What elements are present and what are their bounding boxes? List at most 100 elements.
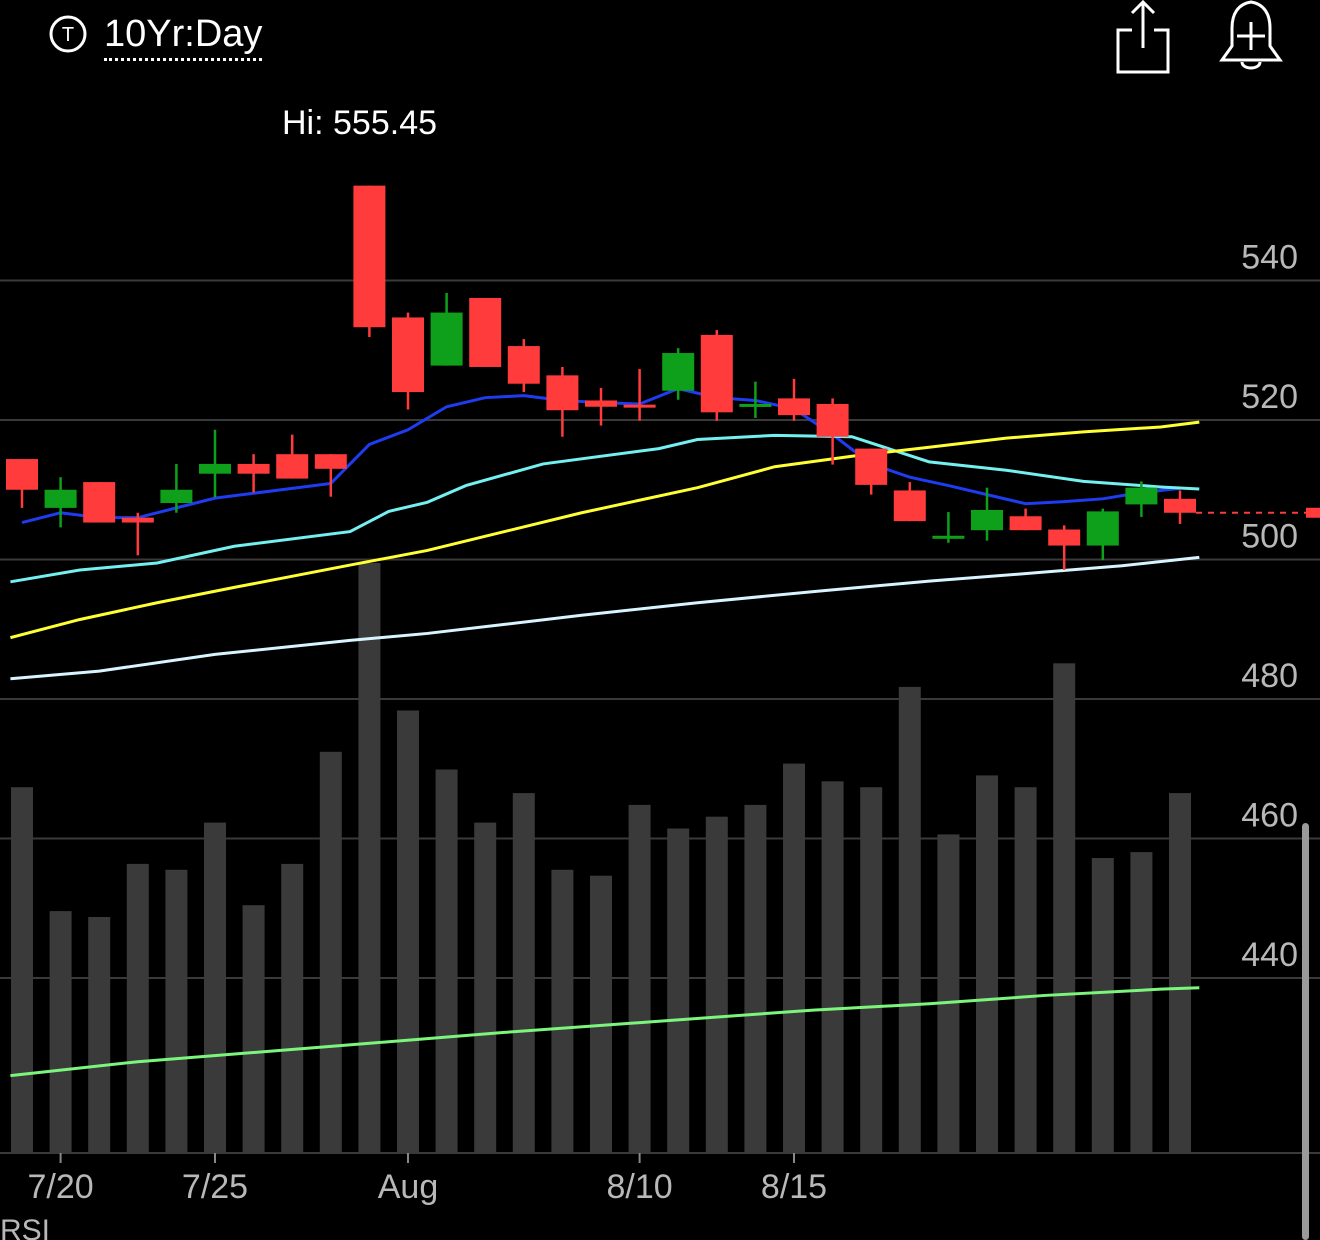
candle-body — [932, 535, 965, 539]
candle-body — [392, 317, 424, 393]
candle-body — [276, 454, 309, 479]
volume-bar — [1053, 663, 1076, 1153]
candle-body — [353, 185, 386, 328]
volume-bar — [1091, 858, 1114, 1153]
rsi-panel-label: RSI — [0, 1214, 50, 1240]
y-tick-label: 480 — [1241, 657, 1298, 695]
candle-body — [1125, 487, 1158, 505]
svg-text:T: T — [62, 24, 74, 46]
candle — [778, 378, 810, 421]
volume-bar — [474, 822, 497, 1153]
candle — [1125, 481, 1158, 517]
candle — [585, 387, 617, 426]
candle-body — [855, 448, 888, 485]
candle — [1048, 525, 1081, 570]
volume-bar — [898, 686, 921, 1153]
moving-average-cyan — [10, 433, 1200, 584]
candle — [700, 330, 733, 421]
high-price-prefix: Hi: — [282, 104, 324, 142]
volume-bar — [512, 793, 535, 1153]
chart-toolbar: T 10Yr:Day — [0, 0, 1320, 80]
candle-body — [469, 297, 502, 367]
candle — [507, 339, 540, 393]
volume-bar — [744, 804, 767, 1153]
volume-bar — [821, 781, 844, 1153]
volume-bar — [1130, 852, 1153, 1153]
x-tick-label: Aug — [378, 1168, 439, 1206]
candle — [392, 312, 424, 410]
candle-body — [160, 489, 193, 504]
y-tick-label: 540 — [1241, 239, 1298, 277]
last-price-marker — [1306, 507, 1320, 518]
y-tick-label: 460 — [1241, 797, 1298, 835]
candle — [237, 454, 270, 493]
y-tick-label: 500 — [1241, 518, 1298, 556]
candle — [546, 366, 579, 437]
candle — [121, 512, 154, 556]
candle-body — [739, 403, 772, 407]
candle — [662, 348, 695, 400]
candle-body — [83, 482, 116, 523]
candle — [816, 398, 849, 465]
candle — [1164, 490, 1196, 524]
high-price-value: 555.45 — [333, 104, 438, 142]
candle-body — [430, 312, 463, 366]
candle-body — [662, 353, 695, 391]
candle-body — [507, 346, 540, 384]
candle — [160, 463, 193, 513]
x-tick-label: 8/10 — [607, 1168, 673, 1206]
candle-body — [893, 490, 926, 522]
share-icon[interactable] — [1112, 0, 1174, 76]
candle-body — [971, 509, 1003, 531]
candle — [1086, 508, 1119, 561]
volume-bar — [397, 710, 419, 1153]
candle — [353, 185, 386, 337]
volume-bar — [783, 763, 805, 1153]
candle — [932, 512, 965, 543]
x-tick-label: 7/25 — [182, 1168, 248, 1206]
candle-body — [1086, 511, 1119, 546]
candle — [469, 297, 502, 367]
candle-body — [44, 489, 77, 508]
x-tick-label: 8/15 — [761, 1168, 827, 1206]
y-tick-label: 520 — [1241, 378, 1298, 416]
volume-bar — [937, 834, 960, 1153]
volume-bar — [126, 863, 149, 1153]
volume-bar — [976, 775, 998, 1153]
candle — [276, 434, 309, 479]
volume-bar — [204, 822, 226, 1153]
y-tick-label: 440 — [1241, 936, 1298, 974]
candle-body — [314, 454, 347, 469]
high-price-label: Hi: 555.45 — [282, 104, 437, 143]
candle — [1009, 508, 1042, 531]
candle — [971, 487, 1003, 541]
volume-bar — [705, 816, 728, 1153]
candle-body — [237, 463, 270, 474]
volume-bar — [1014, 787, 1037, 1153]
volume-bar — [281, 863, 304, 1153]
volume-bar — [628, 804, 651, 1153]
candle — [430, 293, 463, 366]
volume-bars — [11, 563, 1191, 1153]
candle-body — [1164, 498, 1196, 513]
candlesticks — [6, 185, 1196, 570]
candle-body — [585, 400, 617, 407]
ticker-type-icon[interactable]: T — [48, 14, 88, 54]
moving-average-green — [10, 986, 1200, 1078]
add-alert-icon[interactable] — [1216, 0, 1286, 76]
candle — [893, 482, 926, 522]
candle — [855, 448, 888, 495]
candle — [44, 477, 77, 528]
candle-body — [623, 404, 656, 408]
candle-body — [121, 517, 154, 523]
volume-bar — [358, 563, 381, 1153]
candle-body — [778, 398, 810, 416]
volume-bar — [11, 787, 33, 1153]
volume-bar — [1169, 793, 1191, 1153]
volume-bar — [551, 869, 574, 1153]
volume-bar — [49, 911, 72, 1153]
moving-average-lines — [10, 387, 1200, 1078]
vertical-scrollbar[interactable] — [1302, 823, 1309, 1240]
timeframe-selector[interactable]: 10Yr:Day — [104, 12, 263, 61]
